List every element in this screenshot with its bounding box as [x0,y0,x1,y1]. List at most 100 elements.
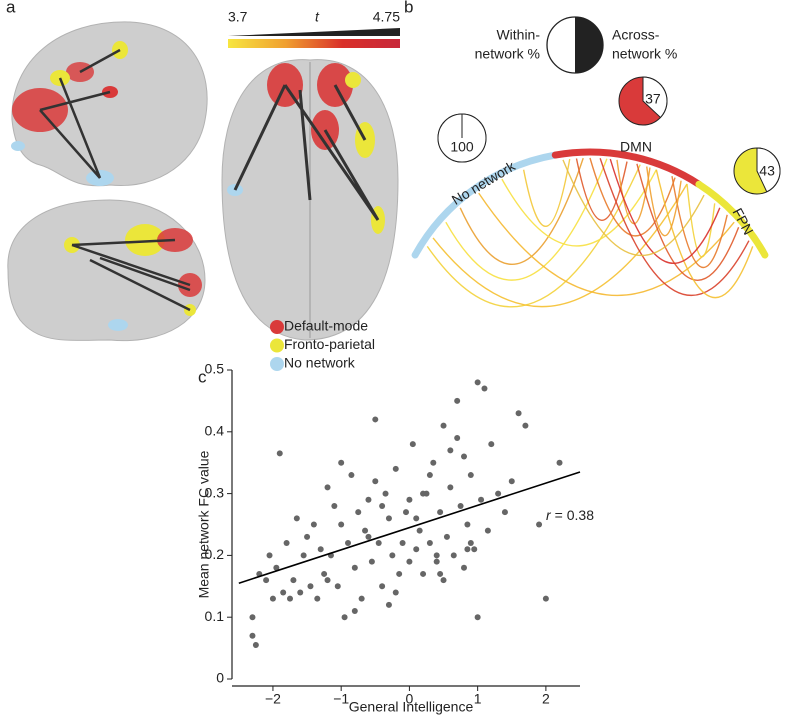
scatter-point [249,614,256,621]
scatter-point [287,595,293,602]
y-tick-label: 0.4 [205,423,225,439]
scatter-point [273,564,280,571]
connection [562,159,705,256]
scatter-point [385,601,392,608]
scatter-point [471,546,478,553]
scatter-point [293,515,300,522]
scatter-point [355,509,362,516]
pie-value: 37 [645,90,661,106]
scatter-point [314,595,321,602]
pie-within [756,147,781,193]
scatter-point [454,434,461,441]
legend: Default-mode Fronto-parietal No network [270,318,375,371]
scatter-point [556,459,563,466]
scatter-point [392,589,399,596]
scatter-point [409,441,416,448]
scatter-point [454,397,461,404]
scatter-point [351,608,358,615]
y-tick-label: 0.5 [205,361,225,377]
scatter-point [269,595,276,602]
network-label: DMN [620,139,652,155]
scatter-point [508,478,515,485]
connection [636,163,740,281]
scatter-point [392,465,399,472]
scatter-point [426,540,433,547]
legend-label: Fronto-parietal [284,336,375,352]
scatter-point [321,570,328,577]
scatter-point [379,583,386,590]
scatter-point [399,540,406,547]
x-tick-label: 2 [542,691,550,707]
key-label: Within- [496,27,540,43]
scatter-point [372,416,379,423]
y-tick-label: 0 [216,670,224,686]
scatter-point [300,552,307,559]
x-tick-label: −1 [333,691,349,707]
y-tick-label: 0.3 [205,484,225,500]
scatter-point [249,632,256,639]
scatter-point [413,546,420,553]
legend-label: No network [284,355,356,371]
brain-top-view [221,59,399,341]
scatter-point [501,509,508,516]
scatter-point [365,533,372,540]
scatter-point [263,577,270,584]
panel-label: a [6,0,16,16]
scatter-point [358,595,365,602]
scatter-point [488,441,495,448]
scatter-point [478,496,485,503]
scatter-point [362,527,369,534]
y-tick-label: 0.1 [205,608,225,624]
scatter-point [290,577,297,584]
x-axis-title: General Intelligence [349,699,474,715]
key-label: Across- [612,27,660,43]
scatter-point [450,552,457,559]
colorbar-tick-label: 3.7 [228,9,248,25]
scatter-point [382,490,389,497]
scatter-point [396,570,403,577]
scatter-point [379,502,386,509]
network-arc [411,151,559,259]
scatter-point [420,570,427,577]
scatter-point [276,450,283,457]
scatter-point [430,459,437,466]
scatter-point [266,552,273,559]
scatter-point [474,379,481,386]
connection [599,158,750,297]
scatter-point [495,490,502,497]
scatter-point [447,484,454,491]
network-arc [551,148,703,188]
scatter-point [324,577,331,584]
legend-label: Default-mode [284,318,368,334]
scatter-point [443,533,450,540]
scatter-point [467,540,474,547]
connection [445,158,608,281]
scatter-point [283,540,290,547]
scatter-point [457,502,464,509]
panel-label: b [404,0,413,16]
scatter-point [426,472,433,479]
brain-lateral-bottom [7,199,206,342]
pie-value: 43 [759,162,775,178]
scatter-point [403,509,409,516]
scatter-point [433,552,440,559]
scatter-point [420,490,427,497]
scatter-plot: 0 0.1 0.2 0.3 0.4 0.5 −2 −1 0 1 2 General Intellige… [196,361,594,715]
legend-swatch [270,357,284,371]
scatter-point [464,546,471,553]
scatter-point [474,614,481,621]
scatter-point [467,472,474,479]
annotation-symbol: r [546,507,552,523]
connection [616,159,651,225]
scatter-point [338,521,345,528]
scatter-point [461,453,467,460]
pie-within [642,76,668,119]
scatter-point [433,558,440,565]
scatter-point [389,552,396,559]
scatter-point [368,558,375,565]
key-label: network % [475,46,540,62]
key-label: network % [612,46,677,62]
scatter-point [385,515,392,522]
scatter-point [515,410,522,417]
